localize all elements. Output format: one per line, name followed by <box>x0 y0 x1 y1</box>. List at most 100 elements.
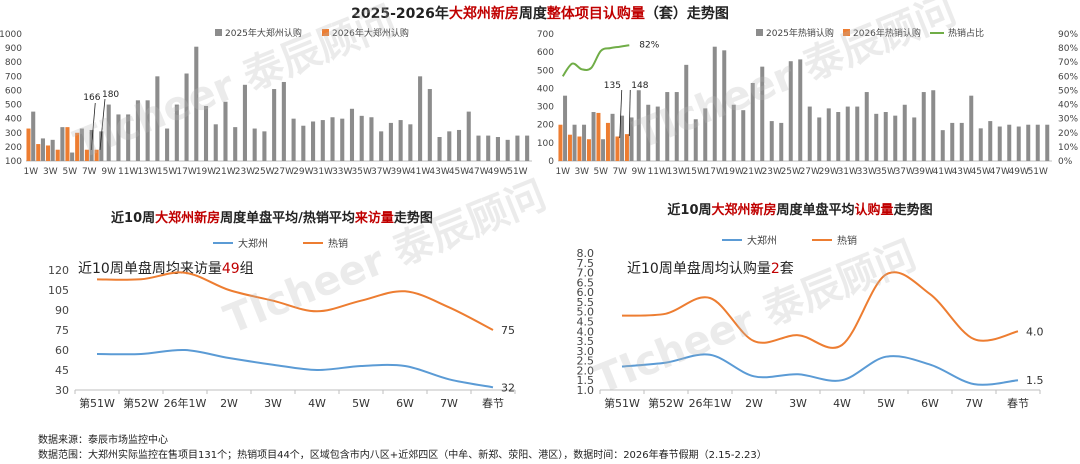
y-tick-label: 0 <box>548 157 554 167</box>
bar-2025 <box>902 104 907 161</box>
bar-2025 <box>931 90 936 161</box>
y-tick-label: 3.0 <box>577 345 595 358</box>
y-tick-label: 200 <box>5 143 22 153</box>
annotation-part: 近10周单盘周均认购量 <box>627 260 771 277</box>
bar-2025 <box>427 89 432 161</box>
series-line-hot <box>96 271 494 331</box>
x-tick-label: 37W <box>895 167 915 177</box>
x-tick-label: 5W <box>352 397 370 410</box>
y-tick-label: 45 <box>55 364 69 377</box>
data-label: 180 <box>102 90 119 100</box>
bar-2025 <box>116 114 121 161</box>
bar-2025 <box>340 118 345 161</box>
x-tick-label: 29W <box>293 167 313 177</box>
y-tick-label: 5.5 <box>577 296 595 309</box>
x-tick-label: 27W <box>800 167 820 177</box>
bar-2025 <box>940 130 945 161</box>
bar-2025 <box>988 121 993 161</box>
bar-2025 <box>184 73 189 161</box>
x-tick-label: 39W <box>914 167 934 177</box>
bar-2025 <box>1016 126 1021 161</box>
bar-2025 <box>525 135 530 161</box>
x-tick-label: 7W <box>440 397 458 410</box>
bar-2025 <box>722 50 727 162</box>
y2-tick-label: 90% <box>1058 30 1078 40</box>
bar-2026 <box>624 134 629 161</box>
y2-tick-label: 40% <box>1058 101 1078 111</box>
bar-2025 <box>135 100 140 161</box>
page-title-part: 2025-2026年 <box>351 5 449 22</box>
bar-2025 <box>418 76 423 161</box>
bar-2025 <box>349 108 355 161</box>
x-tick-label: 31W <box>313 167 333 177</box>
y-tick-label: 800 <box>5 58 22 68</box>
y-tick-label: 300 <box>5 129 22 139</box>
y-tick-label: 75 <box>55 324 69 337</box>
bar-2025 <box>674 92 679 161</box>
x-tick-label: 5W <box>877 397 895 410</box>
y-tick-label: 5.0 <box>577 306 595 319</box>
end-label: 75 <box>501 324 515 337</box>
bar-2025 <box>174 104 179 161</box>
y-tick-label: 1.0 <box>577 384 595 397</box>
bar-2025 <box>893 115 898 161</box>
bar-2025 <box>620 115 625 161</box>
bar-2025 <box>272 89 277 161</box>
y2-tick-label: 50% <box>1058 86 1078 96</box>
y-tick-label: 7.0 <box>577 267 595 280</box>
bar-2025 <box>50 139 55 161</box>
x-tick-label: 19W <box>724 167 744 177</box>
y-tick-label: 7.5 <box>577 257 595 270</box>
bar-2025 <box>855 106 860 161</box>
chart-title-part: 认购量 <box>855 202 894 218</box>
chart-title-part: 大郑州新房 <box>155 210 220 226</box>
x-tick-label: 3W <box>789 397 807 410</box>
legend-label-hot: 热销 <box>837 234 857 247</box>
label-leader-line <box>628 89 631 137</box>
watermark-text: TIcheer 泰辰顾问 <box>588 233 923 404</box>
x-tick-label: 2W <box>745 397 763 410</box>
x-tick-label: 41W <box>410 167 430 177</box>
page-title-part: 周度 <box>519 5 548 22</box>
series-line-hot <box>621 271 1019 349</box>
bar-2025 <box>883 112 888 161</box>
bar-2025 <box>437 137 442 161</box>
y-tick-label: 2.0 <box>577 364 595 377</box>
x-tick-label: 19W <box>196 167 216 177</box>
y-tick-label: 700 <box>5 72 22 82</box>
bar-2025 <box>921 92 926 161</box>
bar-2025 <box>741 110 746 161</box>
x-tick-label: 39W <box>390 167 410 177</box>
y2-tick-label: 70% <box>1058 58 1078 68</box>
annotation-part: 套 <box>780 261 794 277</box>
y-tick-label: 90 <box>55 304 69 317</box>
bar-2025 <box>563 95 568 161</box>
y-tick-label: 200 <box>537 121 554 131</box>
bar-2025 <box>31 111 36 161</box>
y-tick-label: 120 <box>48 264 69 277</box>
bar-2025 <box>817 117 822 161</box>
bar-2026 <box>605 122 610 161</box>
series-line-overall <box>96 348 494 389</box>
x-tick-label: 47W <box>990 167 1010 177</box>
y-tick-label: 100 <box>5 157 22 167</box>
bar-2025 <box>99 131 104 161</box>
y-tick-label: 500 <box>5 101 22 111</box>
x-tick-label: 1W <box>24 167 39 177</box>
legend-label-overall: 大郑州 <box>238 237 268 250</box>
legend-swatch-2026-hot <box>843 29 850 36</box>
weekly-chart-weekly-hot: 0 100 200 300 400 500 600 700 1W 3W 5W 7W 9W 11W13W15… <box>537 27 1079 177</box>
bar-2025 <box>155 76 160 161</box>
y-tick-label: 4.0 <box>577 325 595 338</box>
legend-label-overall: 大郑州 <box>747 234 777 247</box>
bar-2025 <box>864 92 869 161</box>
bar-2025 <box>486 135 491 161</box>
bar-2025 <box>646 104 651 161</box>
bar-2026 <box>26 128 31 161</box>
bar-2025 <box>145 100 150 161</box>
bar-2025 <box>223 101 228 161</box>
x-tick-label: 23W <box>762 167 782 177</box>
bar-2026 <box>94 149 99 161</box>
page-title-part: 整体项目认购量 <box>546 5 645 22</box>
bar-2025 <box>582 124 587 161</box>
